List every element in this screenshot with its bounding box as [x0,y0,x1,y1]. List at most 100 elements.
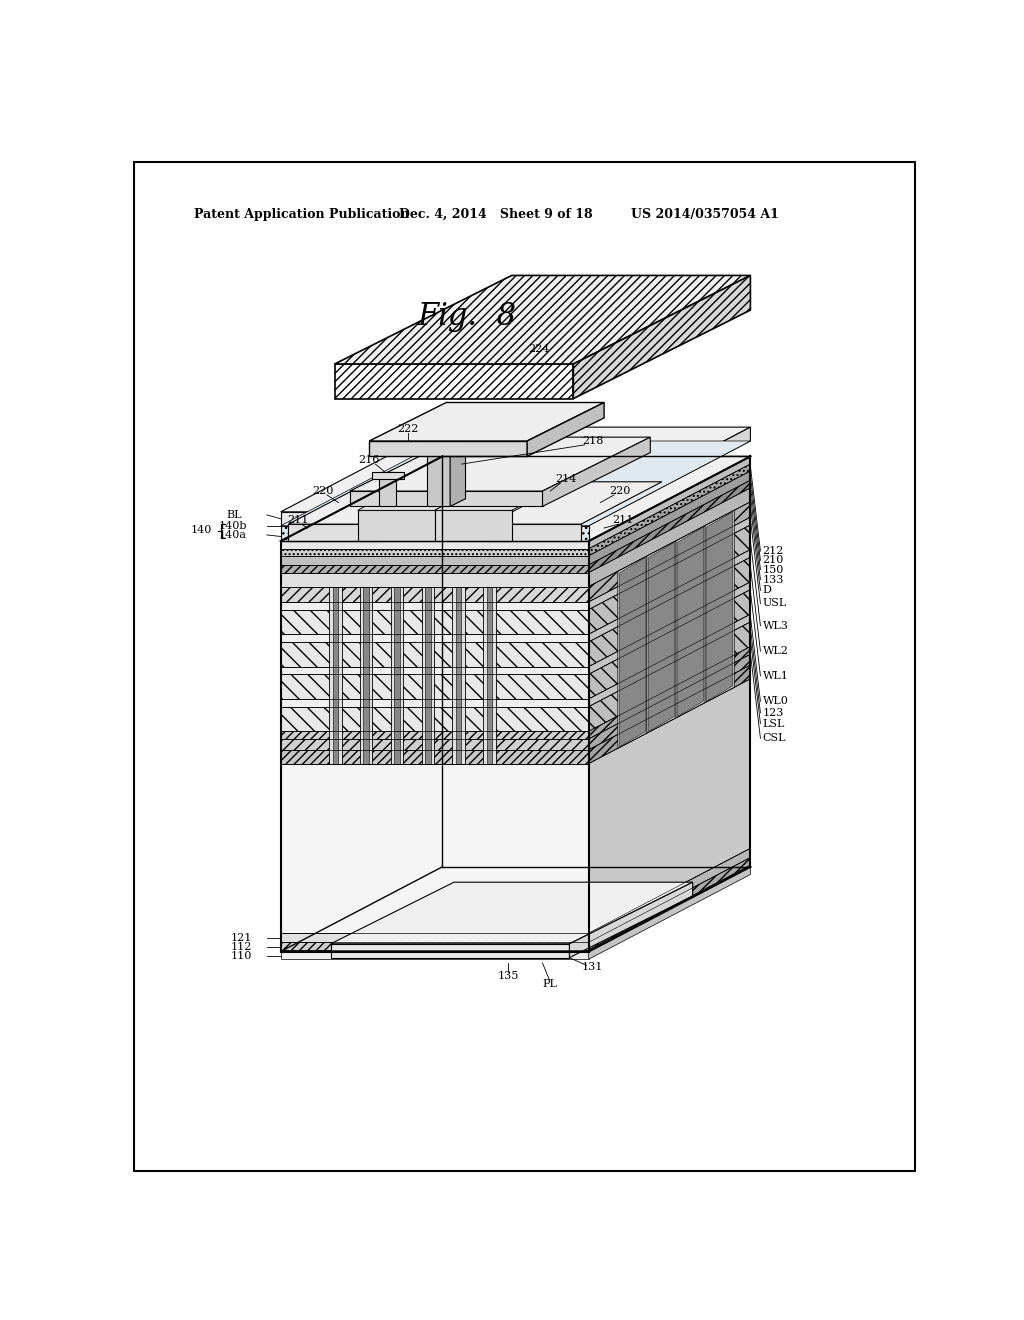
Text: WL2: WL2 [763,647,788,656]
Polygon shape [589,866,751,960]
Text: 211: 211 [287,515,308,525]
Text: 212: 212 [763,546,784,556]
Polygon shape [435,477,577,511]
Text: 110: 110 [230,952,252,961]
Polygon shape [281,635,589,642]
Polygon shape [357,511,435,541]
Polygon shape [589,614,751,706]
Text: 133: 133 [763,574,784,585]
Polygon shape [281,642,589,667]
Text: WL0: WL0 [763,696,788,706]
Polygon shape [589,557,751,667]
Polygon shape [357,477,500,511]
Text: WL1: WL1 [763,671,788,681]
Polygon shape [281,750,589,763]
Polygon shape [372,471,403,479]
Polygon shape [281,675,589,700]
Polygon shape [289,482,462,524]
Polygon shape [281,602,589,610]
Text: 150: 150 [763,565,784,574]
Polygon shape [589,502,751,602]
Polygon shape [589,428,751,525]
Text: Dec. 4, 2014   Sheet 9 of 18: Dec. 4, 2014 Sheet 9 of 18 [398,209,592,222]
Polygon shape [364,586,369,763]
Polygon shape [589,488,751,586]
Polygon shape [451,441,466,507]
Polygon shape [456,586,462,763]
Polygon shape [543,437,650,507]
Polygon shape [281,942,589,950]
Text: US 2014/0357054 A1: US 2014/0357054 A1 [631,209,779,222]
Polygon shape [589,457,751,549]
Polygon shape [648,543,675,731]
Polygon shape [281,739,589,750]
Polygon shape [569,882,692,958]
Polygon shape [281,667,589,675]
Text: 112: 112 [230,942,252,952]
Text: 121: 121 [230,933,252,942]
Polygon shape [676,525,706,718]
Text: BL: BL [226,510,243,520]
Polygon shape [370,441,527,457]
Polygon shape [281,700,589,706]
Polygon shape [589,849,751,942]
Polygon shape [281,556,589,565]
Polygon shape [488,524,581,541]
Polygon shape [589,525,751,635]
Polygon shape [617,556,647,748]
Text: 140a: 140a [219,529,247,540]
Polygon shape [589,517,751,610]
Polygon shape [281,565,589,573]
Text: 218: 218 [582,436,603,446]
Polygon shape [453,586,465,763]
Polygon shape [331,944,569,958]
Text: 220: 220 [609,486,631,496]
Text: 131: 131 [582,962,603,972]
Text: 211: 211 [612,515,634,525]
Text: PL: PL [542,979,557,989]
Polygon shape [706,511,734,702]
Text: Fig.  8: Fig. 8 [418,301,517,331]
Text: 140b: 140b [219,520,248,531]
Polygon shape [370,403,604,441]
Text: D: D [763,585,772,595]
Polygon shape [281,763,589,933]
Polygon shape [589,678,751,933]
Polygon shape [589,549,751,642]
Polygon shape [289,524,381,541]
Polygon shape [589,590,751,700]
Text: WL3: WL3 [763,620,788,631]
Polygon shape [350,437,650,491]
Text: 210: 210 [763,556,784,565]
Polygon shape [335,364,573,399]
Text: 224: 224 [528,343,549,354]
Polygon shape [427,441,466,449]
Text: 214: 214 [555,474,577,484]
Polygon shape [589,655,751,750]
Polygon shape [589,665,751,763]
Polygon shape [281,610,589,635]
Polygon shape [589,622,751,731]
Polygon shape [678,527,703,717]
Polygon shape [589,465,751,556]
Polygon shape [281,541,589,549]
Polygon shape [335,276,751,364]
Text: Patent Application Publication: Patent Application Publication [194,209,410,222]
Polygon shape [620,557,645,747]
Polygon shape [589,647,751,739]
Polygon shape [589,471,751,565]
Text: USL: USL [763,598,787,609]
Polygon shape [391,586,403,763]
Polygon shape [589,858,751,950]
Polygon shape [488,482,662,524]
Polygon shape [573,276,751,399]
Polygon shape [422,586,434,763]
Polygon shape [281,706,589,731]
Polygon shape [281,573,589,586]
Polygon shape [425,586,430,763]
Polygon shape [707,512,733,701]
Text: 222: 222 [397,425,419,434]
Text: CSL: CSL [763,733,786,743]
Polygon shape [527,403,604,457]
Polygon shape [486,586,493,763]
